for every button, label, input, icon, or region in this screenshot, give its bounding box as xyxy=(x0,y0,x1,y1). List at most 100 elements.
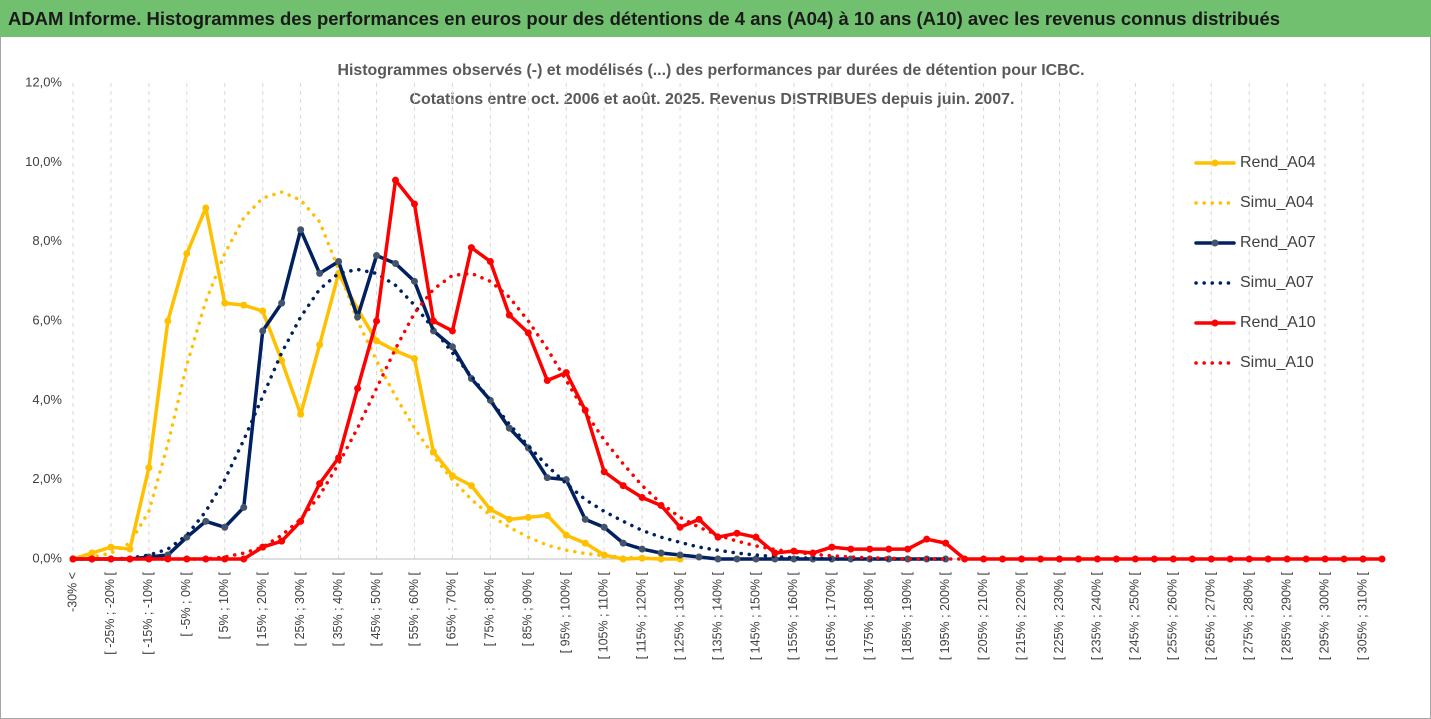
data-point xyxy=(486,258,494,265)
data-point xyxy=(505,424,513,432)
x-tick-label: [ 55% ; 60% [ xyxy=(407,571,421,646)
data-point xyxy=(1207,555,1215,563)
data-point xyxy=(240,503,248,511)
data-point xyxy=(1340,555,1348,563)
data-point xyxy=(524,513,532,521)
x-tick-label: [ 205% ; 210% [ xyxy=(976,571,990,660)
data-point xyxy=(410,200,418,208)
data-point xyxy=(543,511,551,519)
data-point xyxy=(505,311,513,319)
series-line xyxy=(71,267,948,561)
data-point xyxy=(695,553,703,561)
data-point xyxy=(373,337,381,345)
data-point xyxy=(183,533,191,541)
data-point xyxy=(164,317,172,325)
data-point xyxy=(1093,555,1101,563)
x-tick-label: [ 245% ; 250% [ xyxy=(1128,571,1142,660)
data-point xyxy=(373,252,381,260)
data-point xyxy=(392,259,400,267)
data-point xyxy=(486,505,494,513)
data-point xyxy=(1055,555,1063,563)
data-point xyxy=(88,555,96,563)
data-point xyxy=(581,539,589,547)
data-point xyxy=(126,545,134,553)
data-point xyxy=(923,535,931,543)
data-point xyxy=(467,244,475,252)
legend-label: Rend_A10 xyxy=(1240,314,1316,331)
header-title: ADAM Informe. Histogrammes des performan… xyxy=(8,9,1280,29)
x-tick-label: [ 235% ; 240% [ xyxy=(1090,571,1104,660)
data-point xyxy=(392,176,400,184)
y-tick-label: 2,0% xyxy=(32,471,62,486)
data-point xyxy=(410,355,418,363)
data-point xyxy=(240,301,248,309)
data-point xyxy=(790,555,798,563)
data-point xyxy=(164,555,172,563)
data-point xyxy=(278,357,286,365)
data-point xyxy=(1112,555,1120,563)
x-tick-label: [ 15% ; 20% [ xyxy=(255,571,269,646)
x-tick-label: [ -5% ; 0% [ xyxy=(179,571,193,636)
data-point xyxy=(904,555,912,563)
data-point xyxy=(543,474,551,482)
data-point xyxy=(467,482,475,490)
data-point xyxy=(714,555,722,563)
data-point xyxy=(904,545,912,553)
data-point xyxy=(619,539,627,547)
x-tick-label: [ 285% ; 290% [ xyxy=(1279,571,1293,660)
x-tick-label: [ 165% ; 170% [ xyxy=(824,571,838,660)
data-point xyxy=(1378,555,1386,563)
data-point xyxy=(1283,555,1291,563)
data-point xyxy=(581,515,589,523)
data-point xyxy=(600,468,608,476)
x-tick-label: [ -25% ; -20% [ xyxy=(103,571,117,654)
y-tick-label: 8,0% xyxy=(32,233,62,248)
legend-label: Simu_A04 xyxy=(1240,194,1314,211)
data-point xyxy=(619,482,627,490)
data-point xyxy=(657,549,665,557)
data-point xyxy=(1150,555,1158,563)
data-point xyxy=(676,523,684,531)
data-point xyxy=(1188,555,1196,563)
data-point xyxy=(1037,555,1045,563)
data-point xyxy=(145,555,153,563)
x-tick-label: [ 45% ; 50% [ xyxy=(369,571,383,646)
x-tick-label: [ 135% ; 140% [ xyxy=(710,571,724,660)
x-tick-label: [ 85% ; 90% [ xyxy=(521,571,535,646)
x-tick-label: [ 195% ; 200% [ xyxy=(938,571,952,660)
legend-label: Rend_A04 xyxy=(1240,154,1316,171)
x-tick-label: [ 175% ; 180% [ xyxy=(862,571,876,660)
data-point xyxy=(448,472,456,480)
data-point xyxy=(297,226,305,234)
data-point xyxy=(221,299,229,307)
data-point xyxy=(942,539,950,547)
data-point xyxy=(828,543,836,551)
data-point xyxy=(1169,555,1177,563)
data-point xyxy=(1302,555,1310,563)
data-point xyxy=(505,515,513,523)
legend-label: Rend_A07 xyxy=(1240,234,1316,251)
data-point xyxy=(259,327,267,335)
data-point xyxy=(429,317,437,325)
y-tick-label: 12,0% xyxy=(25,74,62,89)
data-point xyxy=(1226,555,1234,563)
data-point xyxy=(695,515,703,523)
x-tick-label: [ 145% ; 150% [ xyxy=(748,571,762,660)
data-point xyxy=(733,555,741,563)
data-point xyxy=(562,531,570,539)
data-point xyxy=(354,384,362,392)
data-point xyxy=(297,517,305,525)
x-tick-label: [ 185% ; 190% [ xyxy=(900,571,914,660)
data-point xyxy=(771,549,779,557)
x-tick-label: [ 305% ; 310% [ xyxy=(1355,571,1369,660)
x-tick-label: [ 5% ; 10% [ xyxy=(217,571,231,639)
x-tick-label: [ 35% ; 40% [ xyxy=(331,571,345,646)
x-tick-label: [ 295% ; 300% [ xyxy=(1317,571,1331,660)
legend-marker xyxy=(1211,319,1219,327)
data-point xyxy=(354,313,362,321)
data-point xyxy=(278,299,286,307)
data-point xyxy=(221,523,229,531)
data-point xyxy=(752,533,760,541)
data-point xyxy=(885,545,893,553)
